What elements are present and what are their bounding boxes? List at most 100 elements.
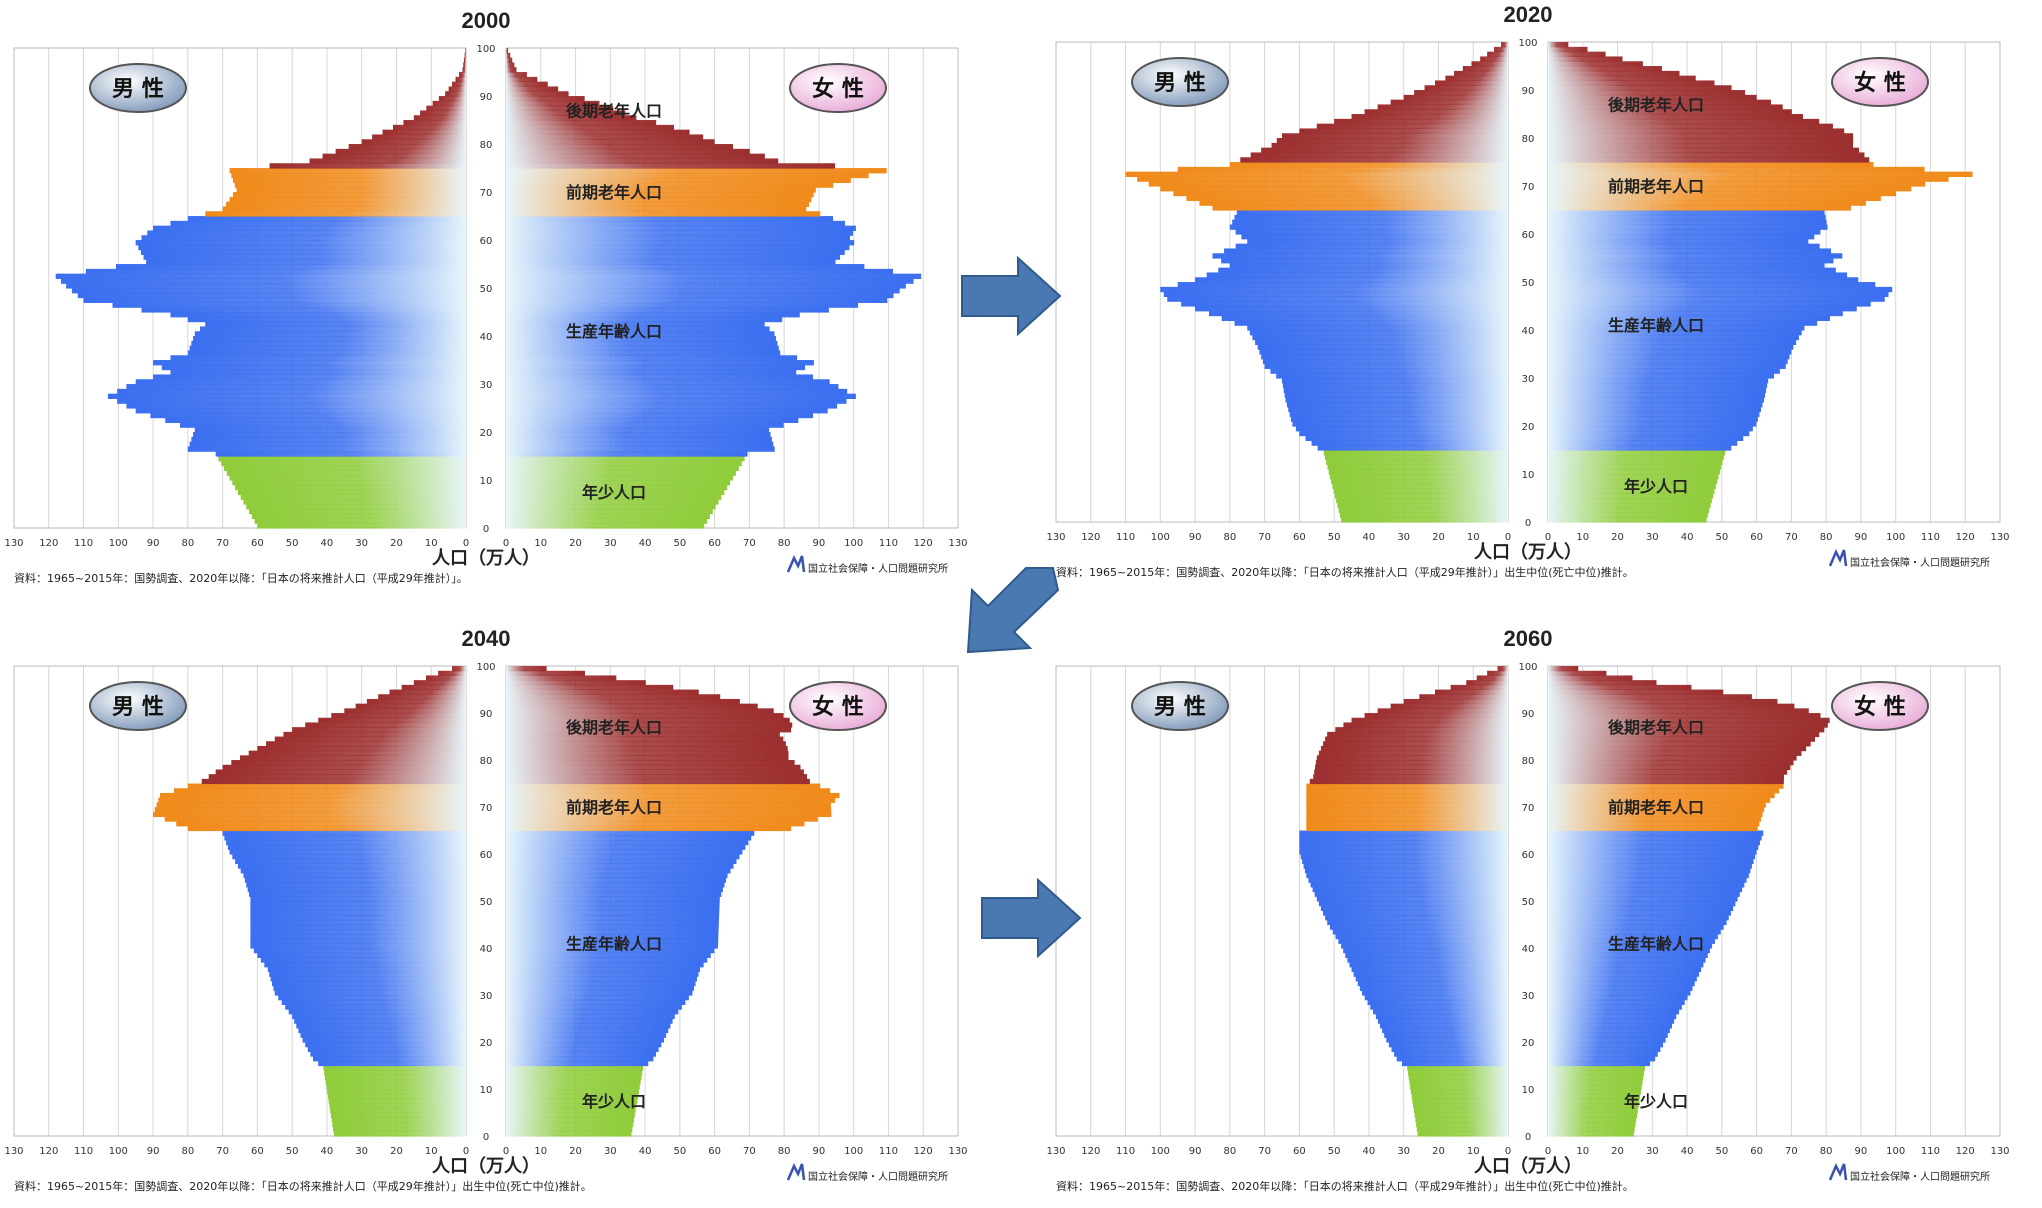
- bar-female: [1548, 512, 1708, 518]
- y-tick-label: 30: [1522, 374, 1535, 385]
- bar-female: [506, 475, 733, 481]
- organization-logo: 国立社会保障・人口問題研究所: [786, 1163, 948, 1183]
- bar-male: [1300, 854, 1508, 860]
- bar-female: [506, 731, 780, 738]
- bar-female: [1548, 430, 1750, 437]
- bar-female: [1548, 238, 1809, 245]
- bar-female: [1548, 334, 1799, 341]
- bar-male: [250, 901, 466, 907]
- bar-female: [1548, 1037, 1666, 1043]
- bar-female: [1548, 933, 1718, 940]
- bar-female: [1548, 450, 1726, 456]
- bar-female: [1548, 802, 1766, 808]
- bar-male: [249, 508, 466, 515]
- bar-female: [1548, 104, 1783, 110]
- arrow-down-left: [966, 567, 1060, 654]
- bar-female: [1548, 835, 1762, 841]
- bar-female: [506, 451, 748, 457]
- bar-female: [506, 100, 600, 107]
- x-tick-label: 120: [1956, 532, 1975, 543]
- bar-male: [156, 802, 467, 808]
- bar-male: [1195, 277, 1508, 283]
- x-tick-label: 30: [355, 1146, 368, 1157]
- x-tick-label: 10: [425, 1146, 438, 1157]
- bar-male: [1416, 1126, 1508, 1132]
- bar-female: [1548, 760, 1794, 766]
- category-label-late_elderly: 後期老年人口: [1608, 718, 1704, 737]
- bar-female: [506, 1121, 634, 1128]
- bar-female: [506, 302, 859, 308]
- organization-logo: 国立社会保障・人口問題研究所: [1828, 1163, 1990, 1183]
- bar-female: [1548, 426, 1753, 432]
- bar-male: [1410, 1089, 1508, 1095]
- bar-male: [1288, 406, 1508, 413]
- bar-male: [257, 952, 466, 958]
- bar-male: [1163, 291, 1508, 297]
- bar-female: [506, 769, 804, 775]
- bar-male: [310, 1051, 466, 1057]
- x-tick-label: 80: [181, 1146, 194, 1157]
- category-label-working_age: 生産年齢人口: [1608, 316, 1704, 335]
- bar-female: [1548, 406, 1761, 413]
- x-tick-label: 100: [1151, 1146, 1170, 1157]
- bar-female: [506, 393, 856, 399]
- bar-male: [232, 854, 466, 860]
- bar-female: [1548, 755, 1797, 761]
- bar-female: [506, 460, 742, 467]
- category-label-early_elderly: 前期老年人口: [1608, 798, 1704, 817]
- bar-male: [229, 168, 466, 174]
- bar-male: [324, 1074, 466, 1081]
- bar-female: [1548, 995, 1688, 1001]
- bar-male: [1337, 502, 1508, 509]
- bar-male: [1487, 670, 1508, 676]
- bar-male: [333, 1131, 466, 1137]
- bar-female: [506, 321, 765, 327]
- bar-female: [506, 919, 719, 926]
- bar-male: [1316, 123, 1508, 129]
- bar-male: [1236, 210, 1508, 216]
- bar-female: [1548, 483, 1716, 489]
- bar-male: [187, 783, 466, 789]
- x-tick-label: 120: [1081, 532, 1100, 543]
- bar-male: [1261, 354, 1508, 360]
- bar-female: [506, 858, 737, 864]
- bar-female: [1548, 924, 1724, 930]
- bar-female: [1548, 962, 1704, 968]
- x-axis-label: 人口（万人）: [1474, 1156, 1582, 1177]
- bar-male: [1284, 392, 1508, 398]
- bar-female: [506, 1074, 642, 1081]
- x-tick-label: 40: [1363, 1146, 1376, 1157]
- bar-female: [506, 388, 848, 395]
- bar-male: [260, 957, 466, 963]
- bar-female: [1548, 1032, 1668, 1038]
- bar-female: [506, 736, 784, 742]
- x-tick-label: 30: [1646, 1146, 1659, 1157]
- bar-female: [506, 201, 810, 207]
- bar-male: [1276, 373, 1508, 379]
- male-badge-label: 男 性: [1154, 71, 1206, 96]
- bar-female: [506, 666, 547, 672]
- bar-female: [506, 1051, 657, 1057]
- bar-female: [506, 675, 617, 681]
- bar-male: [1306, 788, 1508, 794]
- bar-male: [1413, 1103, 1508, 1109]
- bar-female: [1548, 368, 1780, 374]
- bar-female: [506, 1103, 637, 1109]
- bar-male: [1218, 267, 1508, 273]
- bar-male: [231, 760, 466, 766]
- bar-female: [1548, 214, 1826, 221]
- bar-female: [506, 153, 765, 159]
- bars: [1299, 666, 1830, 1137]
- x-tick-label: 0: [1545, 1146, 1551, 1157]
- bar-male: [309, 158, 466, 164]
- bars: [153, 666, 840, 1137]
- bar-male: [135, 379, 466, 385]
- x-tick-label: 90: [1189, 532, 1202, 543]
- bar-female: [1548, 306, 1857, 312]
- y-tick-label: 70: [480, 188, 493, 199]
- bar-male: [1315, 764, 1508, 770]
- bar-male: [1339, 512, 1508, 518]
- bar-male: [189, 345, 467, 351]
- bar-female: [506, 81, 548, 87]
- bar-male: [244, 877, 466, 883]
